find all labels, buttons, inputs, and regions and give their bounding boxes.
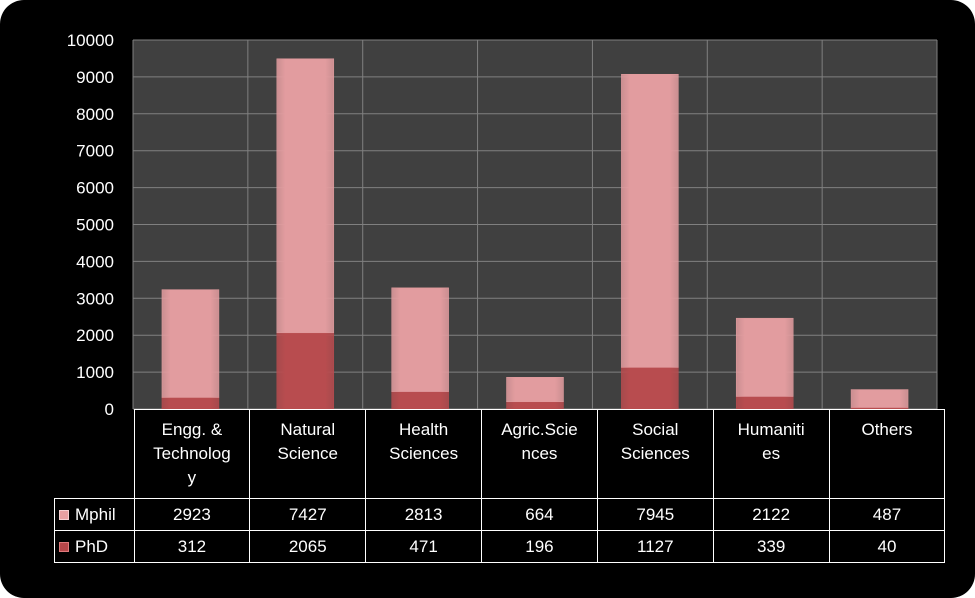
bar-mphil [391,287,449,392]
data-value: 196 [481,530,598,563]
category-label: Natural Science [249,409,367,499]
data-value: 2065 [249,530,367,563]
category-label: Agric.Scie nces [481,409,598,499]
category-label: Social Sciences [596,409,714,499]
data-value: 2813 [365,498,483,531]
data-value: 40 [828,530,946,563]
bar-mphil [506,377,564,403]
data-table: Engg. & Technolog y Natural Science Health Sci… [54,409,946,563]
y-tick-label: 4000 [76,252,114,271]
series-row-phd: PhD 312 2065 471 196 1127 339 40 [54,530,946,563]
y-tick-label: 9000 [76,68,114,87]
y-axis-tick-labels: 0100020003000400050006000700080009000100… [67,31,114,419]
bar-phd [391,391,449,410]
y-tick-label: 1000 [76,363,114,382]
legend-key-icon [59,510,69,521]
category-label: Others [828,409,946,499]
data-value: 1127 [596,530,714,563]
bar-mphil [161,289,220,398]
bar-mphil [850,389,909,408]
bar-phd [161,397,220,410]
y-tick-label: 8000 [76,105,114,124]
y-tick-label: 10000 [67,31,114,50]
data-value: 339 [712,530,830,563]
bars [161,58,909,410]
y-tick-label: 7000 [76,142,114,161]
table-corner [54,409,135,499]
bar-phd [735,396,794,410]
legend-entry: Mphil [54,498,135,531]
data-value: 2122 [712,498,830,531]
y-tick-label: 6000 [76,179,114,198]
data-value: 664 [481,498,598,531]
data-value: 2923 [133,498,251,531]
bar-phd [621,367,679,410]
y-tick-label: 3000 [76,289,114,308]
bar-phd [276,332,335,410]
bar-mphil [735,317,794,397]
series-row-mphil: Mphil 2923 7427 2813 664 7945 2122 487 [54,498,946,531]
gridlines [132,39,938,410]
y-tick-label: 5000 [76,216,114,235]
data-value: 312 [133,530,251,563]
legend-key-icon [59,542,69,553]
category-label: Health Sciences [365,409,483,499]
series-name: Mphil [75,504,116,524]
bar-mphil [621,73,679,368]
data-value: 7945 [596,498,714,531]
bar-mphil [276,58,335,334]
category-label: Humaniti es [712,409,830,499]
legend-entry: PhD [54,530,135,563]
y-tick-label: 2000 [76,326,114,345]
bar-phd [506,401,564,410]
data-value: 7427 [249,498,367,531]
category-row: Engg. & Technolog y Natural Science Health Sci… [54,409,946,499]
data-value: 487 [828,498,946,531]
category-label: Engg. & Technolog y [133,409,251,499]
data-value: 471 [365,530,483,563]
series-name: PhD [75,536,109,556]
